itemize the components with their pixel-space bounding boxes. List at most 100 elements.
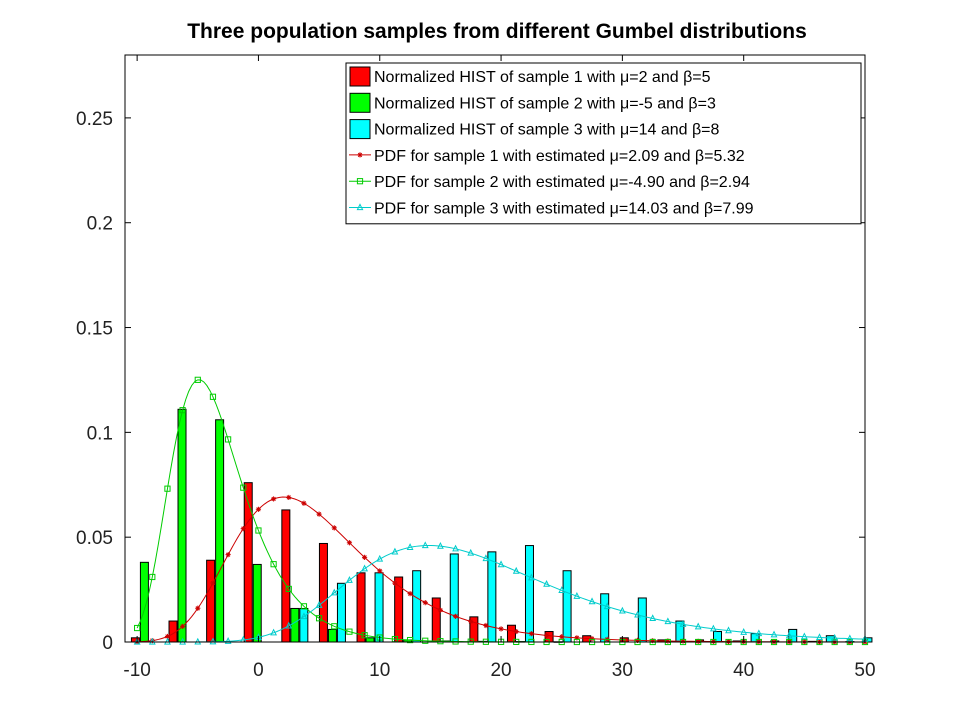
- pdf-marker: [255, 506, 262, 512]
- pdf-marker: [543, 579, 550, 587]
- pdf-marker: [406, 636, 414, 644]
- pdf-marker: [270, 628, 278, 636]
- pdf-marker: [285, 621, 293, 629]
- pdf-marker: [679, 620, 687, 627]
- pdf-marker: [559, 634, 565, 640]
- y-tick-label: 0: [102, 633, 113, 654]
- bar: [487, 551, 497, 643]
- y-tick-label: 0.2: [87, 214, 113, 235]
- x-tick-label: -10: [123, 660, 150, 681]
- pdf-marker: [164, 633, 171, 640]
- pdf-marker: [710, 638, 716, 645]
- bar: [290, 607, 300, 643]
- pdf-marker: [224, 637, 232, 644]
- pdf-marker: [437, 607, 444, 613]
- pdf-marker: [421, 541, 429, 549]
- pdf-marker: [816, 633, 823, 641]
- y-tick-label: 0.1: [87, 423, 113, 444]
- pdf-marker: [180, 623, 186, 629]
- bar: [449, 553, 459, 643]
- bar: [206, 559, 216, 643]
- pdf-marker: [558, 586, 566, 594]
- pdf-marker: [831, 633, 839, 641]
- pdf-marker: [195, 605, 201, 611]
- pdf-marker: [588, 597, 596, 605]
- bar: [637, 597, 647, 643]
- pdf-marker: [407, 591, 413, 597]
- pdf-marker: [316, 511, 322, 517]
- pdf-marker: [437, 541, 444, 549]
- pdf-marker: [331, 525, 337, 531]
- pdf-marker: [452, 638, 459, 645]
- pdf-marker: [483, 622, 489, 629]
- pdf-marker: [357, 152, 363, 158]
- plot-frame: [124, 54, 866, 643]
- bar: [374, 572, 384, 643]
- legend-swatch: [349, 92, 371, 113]
- pdf-marker: [725, 626, 732, 634]
- legend-swatch: [349, 66, 371, 87]
- legend-label: PDF for sample 1 with estimated μ=2.09 a…: [374, 148, 745, 165]
- pdf-marker: [694, 622, 702, 630]
- pdf-marker: [300, 603, 308, 610]
- pdf-marker: [271, 496, 277, 502]
- pdf-marker: [695, 638, 701, 644]
- pdf-marker: [785, 631, 793, 639]
- pdf-marker: [589, 636, 595, 642]
- pdf-marker: [482, 554, 490, 562]
- pdf-marker: [285, 585, 292, 593]
- y-tick-label: 0.05: [76, 528, 113, 549]
- pdf-marker: [315, 601, 323, 608]
- pdf-marker: [377, 568, 383, 574]
- pdf-marker: [300, 612, 308, 620]
- legend-swatch: [349, 119, 371, 140]
- pdf-marker: [179, 407, 186, 414]
- pdf-marker: [452, 544, 459, 552]
- bar: [139, 561, 149, 643]
- y-tick-label: 0.25: [76, 109, 113, 130]
- pdf-marker: [528, 631, 534, 637]
- pdf-marker: [209, 393, 217, 400]
- pdf-marker: [346, 576, 353, 583]
- pdf-marker: [498, 626, 504, 632]
- bar: [356, 572, 366, 643]
- pdf-marker: [406, 543, 414, 550]
- pdf-marker: [356, 203, 364, 211]
- pdf-marker: [422, 637, 429, 644]
- x-tick-label: 20: [490, 660, 511, 681]
- pdf-marker: [437, 638, 444, 645]
- pdf-marker: [452, 613, 459, 619]
- pdf-marker: [665, 638, 671, 644]
- pdf-marker: [770, 630, 778, 638]
- pdf-marker: [634, 610, 641, 618]
- pdf-marker: [148, 637, 156, 645]
- bar: [243, 482, 253, 643]
- y-tick-label: 0.15: [76, 319, 113, 340]
- pdf-marker: [846, 634, 854, 642]
- pdf-marker: [270, 561, 277, 568]
- bar: [336, 582, 346, 643]
- pdf-marker: [225, 436, 232, 443]
- pdf-marker: [527, 573, 535, 581]
- legend-label: Normalized HIST of sample 1 with μ=2 and…: [374, 69, 711, 86]
- pdf-marker: [149, 573, 156, 581]
- pdf-marker: [194, 376, 201, 383]
- legend: Normalized HIST of sample 1 with μ=2 and…: [345, 62, 862, 225]
- pdf-marker: [346, 540, 353, 546]
- pdf-marker: [179, 637, 187, 645]
- bar: [412, 570, 422, 643]
- pdf-marker: [315, 615, 323, 622]
- pdf-marker: [391, 547, 399, 555]
- pdf-marker: [134, 624, 141, 632]
- pdf-marker: [392, 580, 398, 586]
- pdf-marker: [149, 637, 155, 644]
- pdf-marker: [240, 484, 247, 491]
- pdf-marker: [164, 637, 171, 645]
- pdf-marker: [543, 632, 550, 638]
- pdf-marker: [422, 600, 428, 606]
- pdf-marker: [709, 624, 717, 632]
- x-tick-label: 50: [854, 660, 875, 681]
- pdf-marker: [225, 552, 231, 558]
- bar: [177, 408, 187, 643]
